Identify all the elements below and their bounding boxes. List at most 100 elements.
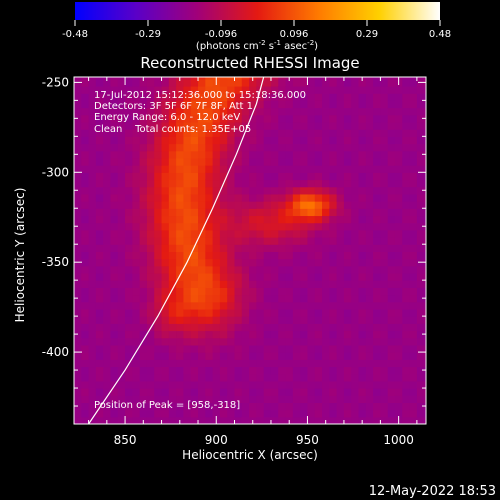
heatmap-cell [329,316,338,324]
heatmap-cell [336,215,345,224]
heatmap-cell [263,258,272,267]
heatmap-cell [256,179,265,188]
heatmap-cell [183,265,192,274]
heatmap-cell [278,244,287,252]
heatmap-cell [161,77,170,80]
heatmap-cell [95,244,104,252]
heatmap-cell [205,337,214,346]
heatmap-cell [125,193,133,202]
heatmap-cell [270,107,279,116]
heatmap-cell [270,215,279,224]
heatmap-cell [205,388,214,396]
heatmap-cell [373,165,382,173]
heatmap-cell [322,136,330,145]
heatmap-cell [205,352,214,360]
heatmap-cell [285,172,294,181]
heatmap-cell [351,330,360,339]
heatmap-cell [329,121,338,130]
heatmap-cell [343,359,352,368]
heatmap-cell [285,215,294,224]
heatmap-cell [416,308,425,317]
heatmap-cell [358,251,367,260]
heatmap-cell [365,265,374,274]
heatmap-cell [212,165,221,173]
heatmap-cell [176,402,185,411]
heatmap-cell [176,136,185,145]
heatmap-cell [256,402,265,411]
heatmap-cell [307,352,316,360]
heatmap-cell [117,395,126,404]
heatmap-cell [249,215,257,224]
heatmap-cell [183,344,192,353]
heatmap-cell [256,337,265,346]
heatmap-cell [154,402,163,411]
heatmap-cell [351,179,360,188]
heatmap-cell [270,172,279,181]
heatmap-cell [205,366,214,375]
heatmap-cell [307,100,316,109]
heatmap-cell [278,208,287,217]
heatmap-cell [329,150,338,159]
heatmap-cell [307,208,316,217]
heatmap-cell [249,143,257,152]
heatmap-cell [351,265,360,274]
heatmap-cell [161,100,170,109]
heatmap-cell [322,143,330,152]
heatmap-cell [256,193,265,202]
heatmap-cell [227,93,236,101]
heatmap-cell [117,287,126,296]
heatmap-cell [161,78,170,87]
heatmap-cell [219,344,228,353]
heatmap-cell [394,344,403,353]
heatmap-cell [270,93,279,101]
heatmap-cell [168,308,177,317]
heatmap-cell [161,258,170,267]
heatmap-cell [373,258,382,267]
heatmap-cell [358,258,367,267]
heatmap-cell [154,380,163,389]
heatmap-cell [343,237,352,245]
heatmap-cell [343,100,352,109]
heatmap-cell [95,251,104,260]
heatmap-cell [168,265,177,274]
colorbar-tick-label: 0.096 [280,29,309,40]
heatmap-cell [336,100,345,109]
heatmap-cell [103,85,112,94]
heatmap-cell [270,402,279,411]
heatmap-cell [270,287,279,296]
heatmap-cell [132,78,141,87]
heatmap-cell [139,258,148,267]
heatmap-cell [394,93,403,101]
heatmap-cell [241,409,250,418]
heatmap-cell [336,337,345,346]
heatmap-cell [285,229,294,238]
heatmap-cell [241,244,250,252]
heatmap-cell [227,344,236,353]
heatmap-cell [117,244,126,252]
heatmap-cell [416,366,425,375]
heatmap-cell [241,85,250,94]
heatmap-cell [146,208,155,217]
heatmap-cell [198,272,206,281]
heatmap-cell [380,77,389,80]
heatmap-cell [219,323,228,332]
heatmap-cell [81,294,90,303]
heatmap-cell [139,107,148,116]
heatmap-cell [212,272,221,281]
heatmap-cell [314,179,323,188]
heatmap-cell [110,215,119,224]
heatmap-cell [278,172,287,181]
y-tick-label: -250 [42,75,69,89]
heatmap-cell [300,222,309,231]
heatmap-cell [110,229,119,238]
heatmap-cell [74,308,82,317]
heatmap-cell [95,78,104,87]
heatmap-cell [336,323,345,332]
heatmap-cell [314,402,323,411]
heatmap-cell [336,186,345,195]
heatmap-cell [117,373,126,382]
heatmap-cell [351,388,360,396]
heatmap-cell [373,294,382,303]
heatmap-cell [365,193,374,202]
